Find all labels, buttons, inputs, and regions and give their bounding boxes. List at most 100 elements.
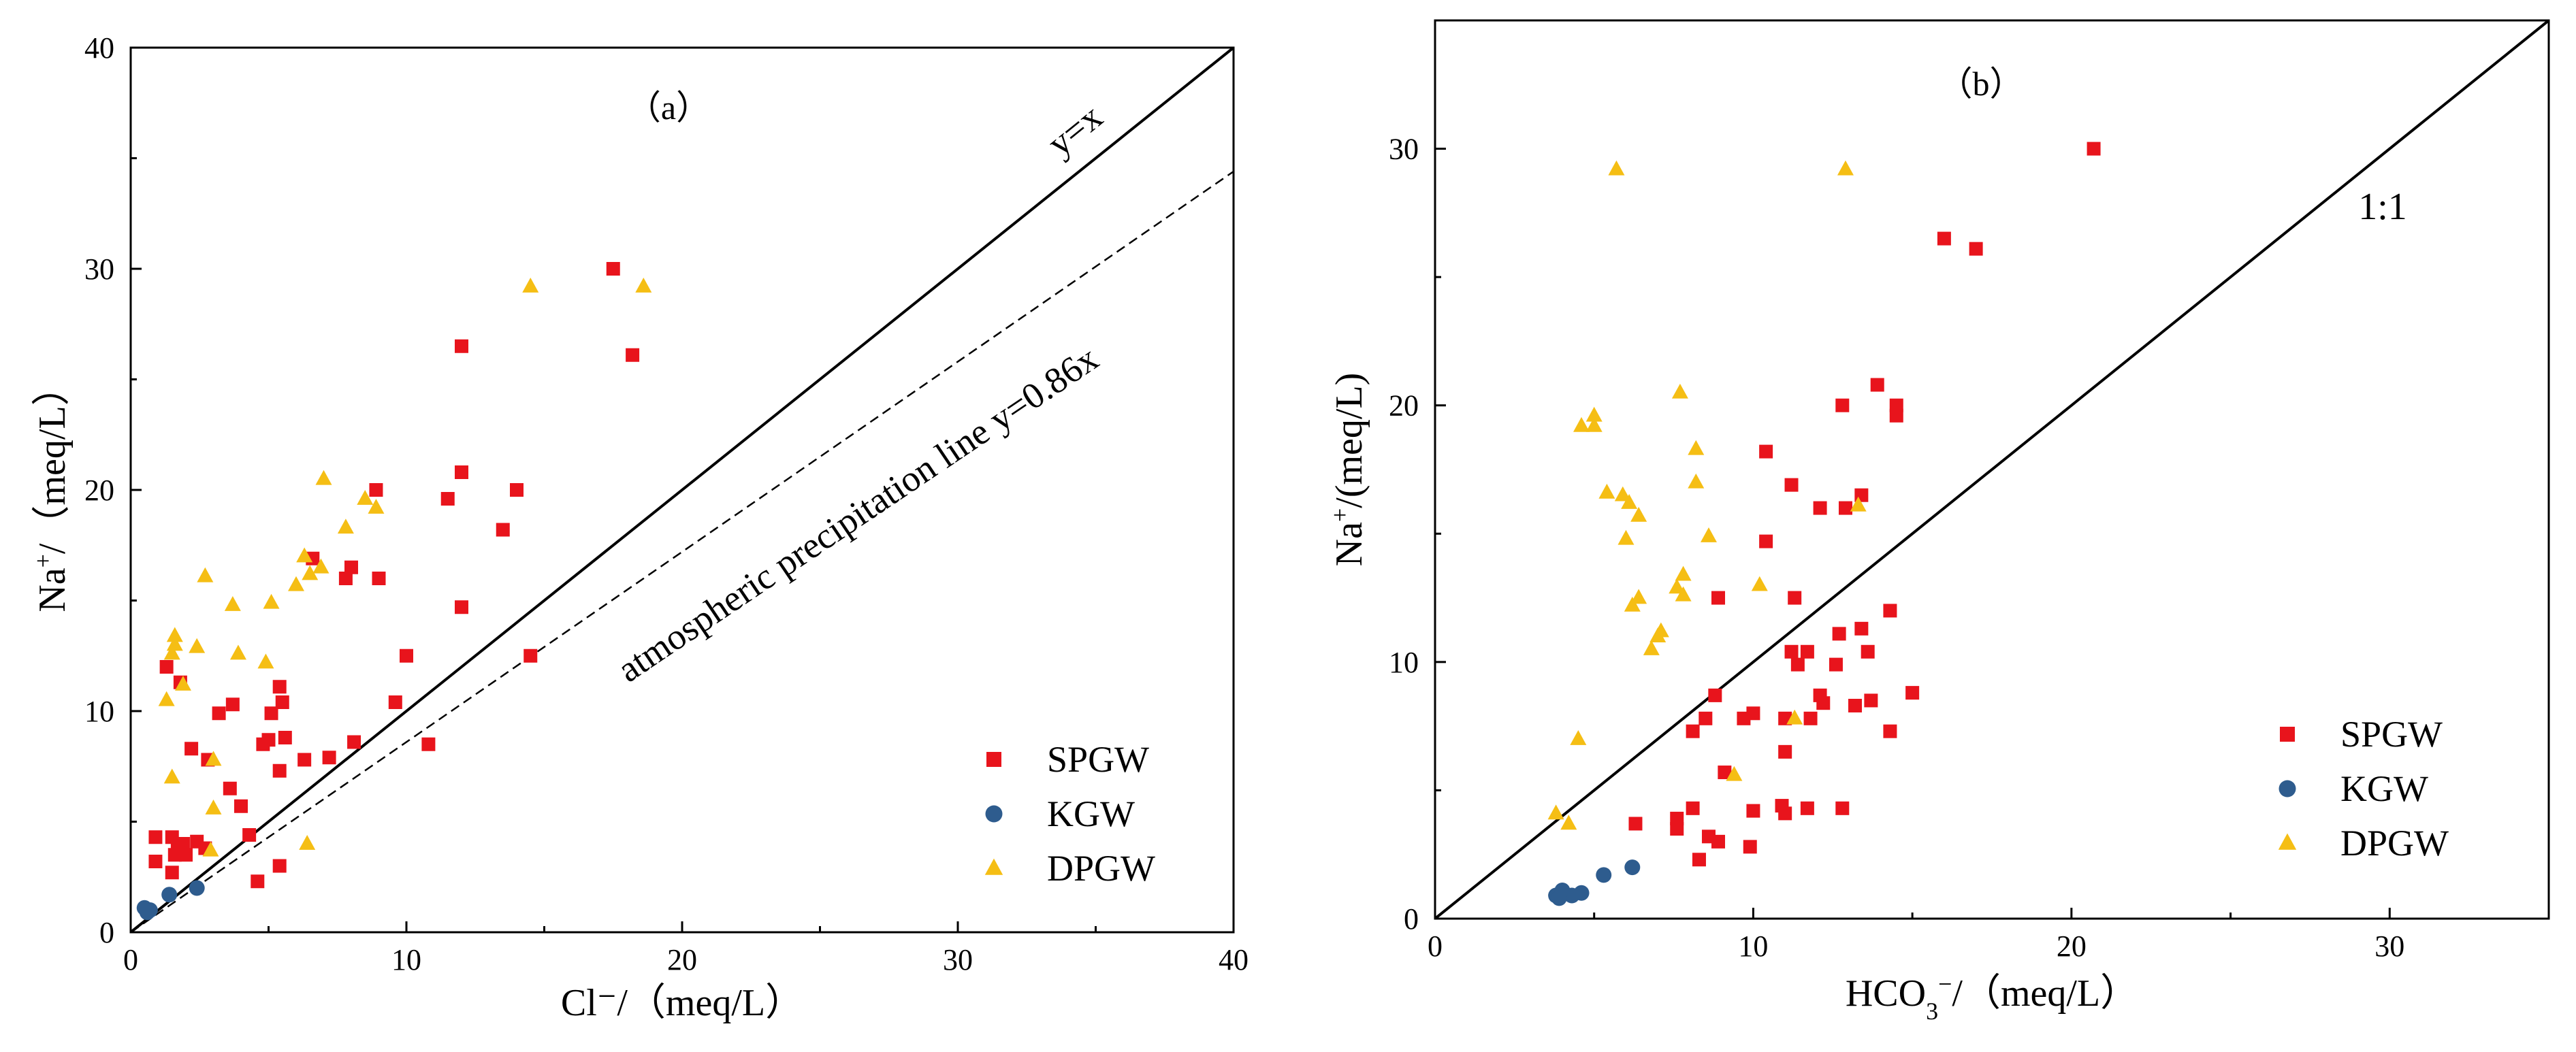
y-tick-label-a: 20 [84,474,114,507]
legend-marker-kgw [985,805,1003,823]
data-point-dpgw [1643,640,1660,655]
data-point-dpgw [1570,729,1587,745]
data-point-dpgw [163,644,180,660]
data-point-dpgw [368,498,385,514]
data-point-spgw [1778,806,1792,821]
data-point-spgw [184,742,199,756]
data-point-kgw [1573,885,1590,901]
data-point-dpgw [1630,589,1647,604]
data-point-dpgw [1786,709,1803,725]
data-point-kgw [142,902,158,918]
data-point-dpgw [205,799,222,815]
data-point-spgw [1711,591,1726,605]
data-point-dpgw [257,653,274,669]
data-points-b [1547,142,2101,906]
data-point-spgw [1861,644,1875,659]
data-point-dpgw [1850,496,1867,512]
data-point-dpgw [174,675,191,691]
data-point-dpgw [1649,627,1667,642]
y-tick-label-a: 10 [84,695,114,728]
data-point-spgw [1813,501,1827,515]
data-point-dpgw [166,627,183,642]
data-point-dpgw [1751,576,1768,591]
axis-ticks-a: 0 10 20 30 40 0 10 20 30 40 [84,31,1249,976]
data-point-spgw [297,753,312,767]
data-point-dpgw [158,691,175,706]
data-point-spgw [1692,853,1706,867]
data-point-spgw [1816,696,1831,710]
data-point-spgw [372,572,386,585]
data-point-spgw [1937,231,1951,246]
x-axis-title-a: Cl⁻/（meq/L） [561,982,803,1024]
data-point-dpgw [1617,529,1635,545]
data-point-spgw [1889,398,1903,412]
data-point-dpgw [522,277,539,293]
data-point-dpgw [189,638,206,653]
data-point-dpgw [1573,416,1590,432]
legend-label-dpgw: DPGW [1047,848,1155,889]
panel-label-b: （b） [1939,65,2024,103]
data-point-spgw [1759,534,1773,548]
x-tick-label-a: 10 [391,943,421,976]
data-point-spgw [261,733,276,747]
x-axis-title-b: HCO3−/（meq/L） [1846,970,2138,1025]
data-point-spgw [1778,744,1792,759]
x-tick-label-b: 10 [1738,930,1768,963]
data-point-spgw [626,348,640,362]
data-point-spgw [1746,706,1760,721]
data-point-dpgw [163,768,180,784]
y-tick-label-a: 30 [84,252,114,286]
y-tick-label-a: 40 [84,31,114,65]
data-point-spgw [344,560,358,574]
data-point-spgw [278,731,292,744]
plot-frame-b [1434,19,2550,920]
data-point-spgw [369,483,383,497]
data-point-spgw [1854,621,1869,636]
y-axis-title-b: Na+/(meq/L) [1326,373,1370,567]
data-point-spgw [1800,801,1814,815]
data-point-dpgw [296,547,313,563]
data-point-dpgw [1585,416,1603,432]
legend-label-dpgw: DPGW [2340,823,2449,864]
data-point-kgw [161,887,178,903]
data-point-spgw [264,706,278,721]
data-point-kgw [1551,890,1567,906]
data-point-dpgw [1688,440,1705,455]
data-point-spgw [1905,686,1920,700]
data-point-spgw [1889,408,1903,423]
annotation-one-to-one: 1:1 [2358,186,2407,228]
data-point-spgw [440,492,455,506]
data-point-dpgw [1560,815,1577,830]
reference-line-precipitation [131,170,1234,932]
data-point-dpgw [302,565,319,580]
data-point-dpgw [337,519,354,534]
data-point-dpgw [1700,527,1717,542]
data-point-dpgw [1726,766,1743,781]
data-point-spgw [1803,711,1818,725]
data-point-dpgw [1688,473,1705,489]
data-point-kgw [1596,867,1612,883]
data-point-spgw [179,848,193,862]
y-tick-label-b: 0 [1404,902,1419,936]
data-point-dpgw [635,277,652,293]
axis-ticks-b: 0 10 20 30 0 10 20 30 [1389,19,2550,963]
data-point-spgw [234,799,248,813]
data-point-spgw [1746,804,1760,818]
data-point-spgw [1743,840,1757,854]
data-point-dpgw [1675,565,1692,581]
y-tick-label-b: 20 [1389,389,1419,423]
data-point-spgw [1832,627,1846,641]
data-point-spgw [421,737,436,751]
data-point-dpgw [288,576,304,591]
data-point-spgw [1698,711,1713,725]
data-point-spgw [1790,657,1805,672]
data-point-spgw [272,680,287,694]
legend-marker-dpgw [984,858,1003,875]
data-point-spgw [1670,822,1684,836]
data-point-dpgw [1547,804,1564,820]
data-point-spgw [165,866,179,880]
data-point-spgw [251,874,265,889]
data-point-dpgw [1585,406,1603,422]
data-point-spgw [1784,478,1799,492]
